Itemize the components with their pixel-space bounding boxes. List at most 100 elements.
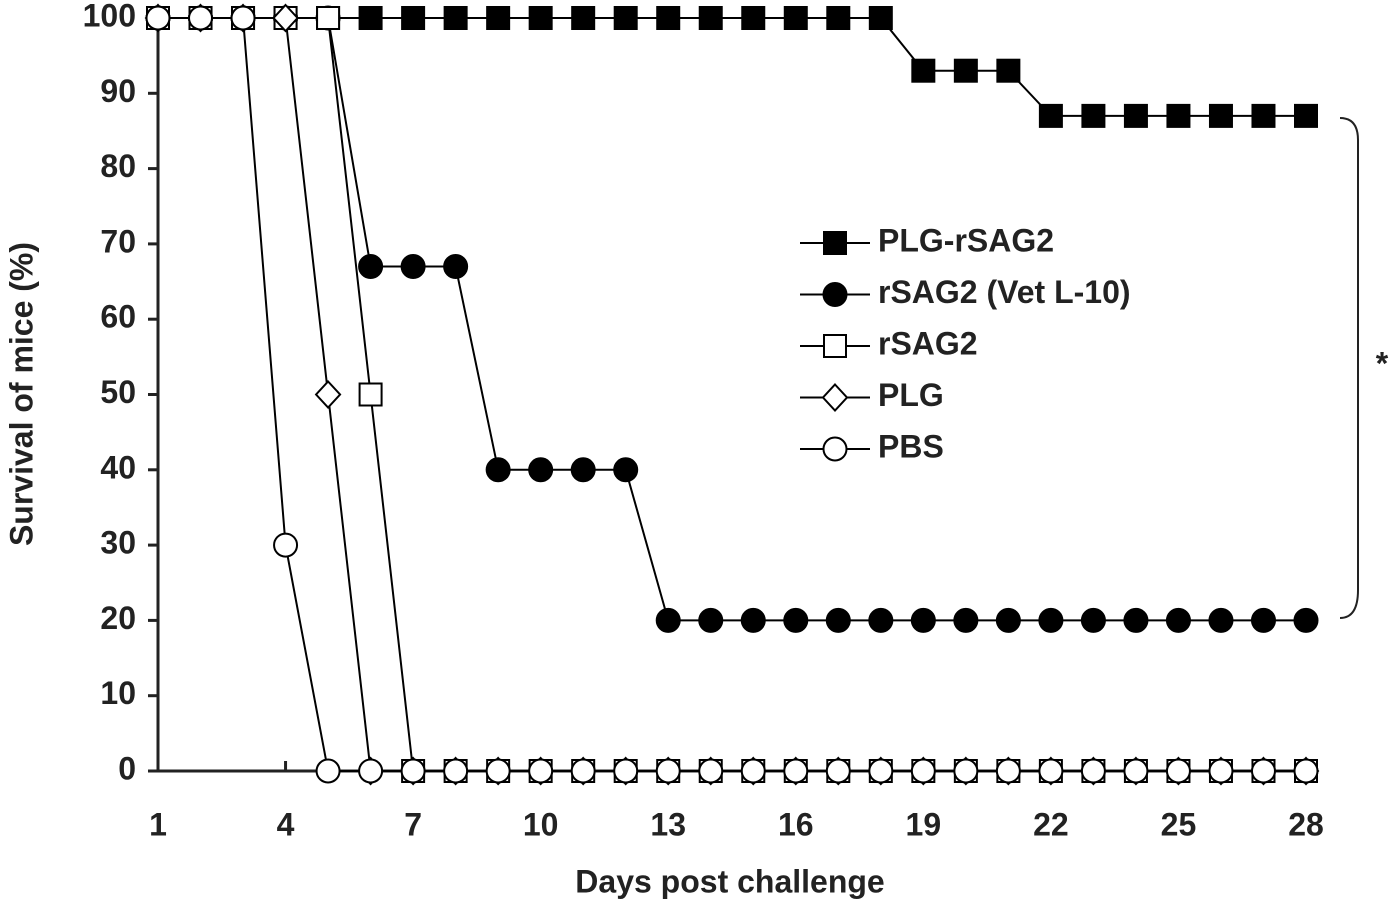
data-point [741, 6, 766, 30]
data-point [1123, 607, 1149, 633]
legend-marker [822, 436, 848, 462]
legend-marker [822, 282, 848, 307]
data-point [740, 758, 766, 784]
y-tick-label: 30 [100, 525, 136, 561]
data-point [953, 607, 979, 633]
data-point [953, 58, 978, 83]
x-tick-label: 4 [277, 806, 295, 842]
legend-label: PLG-rSAG2 [878, 222, 1054, 258]
data-point [443, 758, 469, 784]
data-point [783, 758, 809, 784]
data-point [401, 6, 426, 30]
data-point [230, 5, 256, 31]
data-point [528, 457, 554, 483]
data-point [1208, 103, 1233, 128]
data-point [316, 6, 341, 30]
data-point [613, 6, 638, 30]
data-point [698, 6, 723, 30]
data-point [655, 758, 681, 784]
x-tick-label: 22 [1033, 806, 1069, 842]
data-point [996, 58, 1021, 83]
x-tick-label: 7 [404, 806, 422, 842]
data-point [272, 3, 299, 33]
data-point [868, 6, 893, 30]
data-point [1293, 607, 1319, 633]
data-point [1166, 103, 1191, 128]
series-line [158, 17, 1306, 117]
data-point [528, 758, 554, 784]
data-point [911, 58, 936, 83]
data-point [485, 758, 511, 784]
data-point [443, 253, 469, 279]
series-line [158, 17, 1306, 622]
data-point [868, 607, 894, 633]
x-axis-label: Days post challenge [575, 863, 884, 899]
y-tick-label: 90 [100, 73, 136, 109]
data-point [188, 5, 214, 31]
data-point [698, 758, 724, 784]
data-point [1038, 758, 1064, 784]
bracket [1339, 117, 1359, 619]
data-point [655, 607, 681, 633]
y-tick-label: 10 [100, 675, 136, 711]
data-point [358, 6, 383, 30]
data-point [825, 607, 851, 633]
data-point [1251, 103, 1276, 128]
data-point [825, 758, 851, 784]
data-point [1208, 758, 1234, 784]
data-point [358, 382, 383, 407]
data-point [400, 758, 426, 784]
data-point [315, 758, 341, 784]
y-tick-label: 20 [100, 600, 136, 636]
y-tick-label: 100 [83, 0, 136, 33]
y-tick-label: 50 [100, 374, 136, 410]
data-point [656, 6, 681, 30]
y-tick-label: 0 [118, 750, 136, 786]
data-point [1250, 607, 1276, 633]
data-point [910, 758, 936, 784]
legend-marker [823, 231, 847, 255]
annotation: * [1376, 345, 1389, 381]
data-point [1038, 103, 1063, 128]
data-point [698, 607, 724, 633]
data-point [1123, 103, 1148, 128]
legend-label: PLG [878, 377, 944, 413]
data-point [443, 6, 468, 30]
data-point [570, 758, 596, 784]
data-point [1081, 103, 1106, 128]
data-point [1123, 758, 1149, 784]
x-tick-label: 10 [523, 806, 559, 842]
data-point [1080, 758, 1106, 784]
data-point [783, 607, 809, 633]
x-tick-label: 28 [1288, 806, 1324, 842]
data-point [613, 758, 639, 784]
legend-marker [823, 334, 847, 358]
x-tick-label: 1 [149, 806, 167, 842]
y-axis-label: Survival of mice (%) [3, 242, 39, 546]
data-point [868, 758, 894, 784]
x-tick-label: 13 [650, 806, 686, 842]
x-tick-label: 19 [906, 806, 942, 842]
legend-marker [821, 383, 849, 412]
data-point [358, 758, 384, 784]
data-point [953, 758, 979, 784]
data-point [145, 5, 171, 31]
data-point [486, 6, 511, 30]
legend-label: PBS [878, 428, 944, 464]
data-point [1250, 758, 1276, 784]
y-tick-label: 80 [100, 148, 136, 184]
data-point [273, 532, 299, 558]
y-tick-label: 60 [100, 299, 136, 335]
data-point [314, 380, 342, 409]
data-point [1080, 607, 1106, 633]
data-point [358, 253, 384, 279]
series-line [158, 17, 1306, 772]
x-tick-label: 25 [1161, 806, 1197, 842]
y-tick-label: 70 [100, 223, 136, 259]
data-point [485, 457, 511, 483]
data-point [995, 758, 1021, 784]
y-tick-label: 40 [100, 449, 136, 485]
data-point [995, 607, 1021, 633]
data-point [826, 6, 851, 30]
data-point [400, 253, 426, 279]
